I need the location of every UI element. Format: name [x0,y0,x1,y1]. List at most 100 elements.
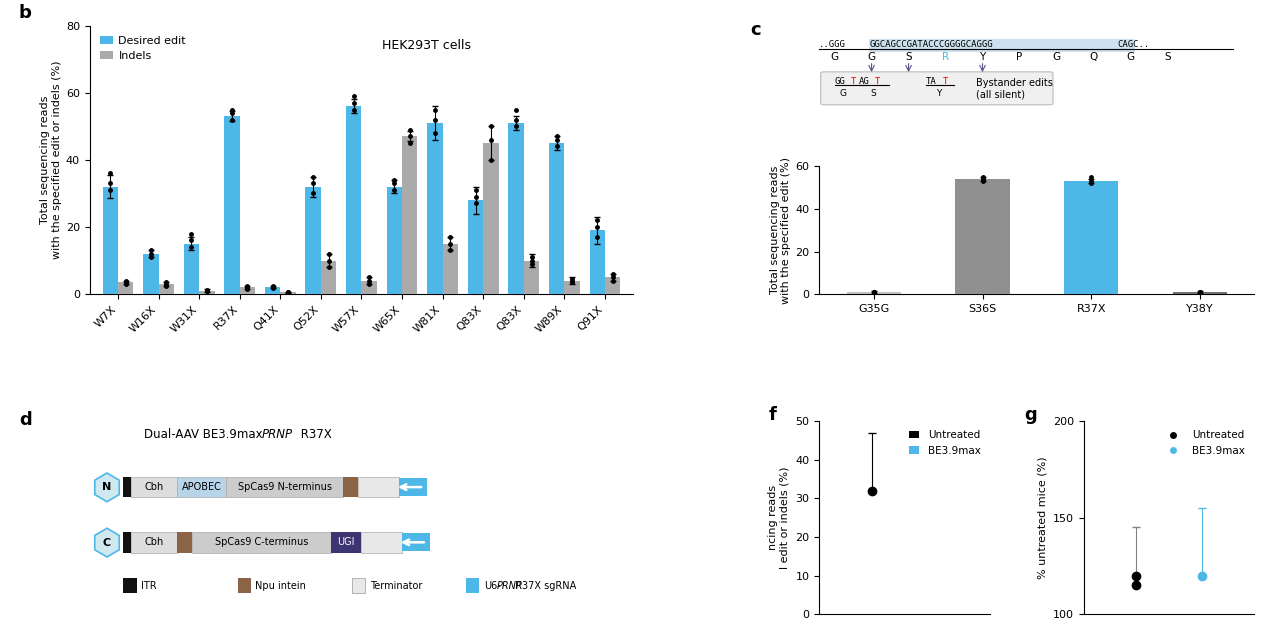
Legend: Desired edit, Indels: Desired edit, Indels [95,31,191,66]
Legend: Untreated, BE3.9max: Untreated, BE3.9max [1158,426,1249,460]
Y-axis label: Total sequencing reads
with the specified edit (%): Total sequencing reads with the specifie… [769,157,791,304]
Bar [443,244,458,294]
Text: UGI: UGI [337,538,355,547]
Bar [605,277,621,294]
Text: PRNP: PRNP [262,428,293,442]
Text: GG: GG [835,77,845,86]
Bar [467,200,484,294]
Bar [123,579,137,593]
Text: Bystander edits
(all silent): Bystander edits (all silent) [975,78,1053,100]
Text: G: G [840,89,847,98]
Text: TA: TA [925,77,937,86]
Text: G: G [1126,52,1134,62]
Text: Npu intein: Npu intein [256,580,306,591]
Bar [524,260,539,294]
Bar [590,230,605,294]
Text: AG: AG [859,77,869,86]
Bar [143,254,159,294]
Text: R37X: R37X [297,428,332,442]
Bar [564,281,580,294]
Bar [343,477,358,497]
Bar [484,143,499,294]
Bar [1064,181,1119,294]
Bar [346,106,361,294]
Text: N: N [102,483,111,492]
Bar [306,187,321,294]
Text: SpCas9 C-terminus: SpCas9 C-terminus [215,538,308,547]
Bar [224,116,239,294]
Text: S: S [1164,52,1171,62]
Bar [239,287,255,294]
Bar [131,532,177,552]
Text: b: b [19,4,32,22]
Bar [123,477,131,497]
Bar [192,532,332,552]
Bar [184,244,200,294]
Bar [402,136,417,294]
Bar [131,477,177,497]
Text: T: T [851,77,856,86]
Text: G: G [868,52,876,62]
Bar [177,477,227,497]
Text: S: S [870,89,877,98]
Text: Cbh: Cbh [145,538,164,547]
Y-axis label: % untreated mice (%): % untreated mice (%) [1037,456,1047,579]
Text: c: c [750,22,760,40]
Text: ITR: ITR [141,580,157,591]
Bar [227,477,343,497]
Bar [238,579,251,593]
Legend: Untreated, BE3.9max: Untreated, BE3.9max [905,426,984,460]
Bar [1172,292,1228,294]
Bar [280,292,296,294]
Text: T: T [942,77,948,86]
Polygon shape [95,528,119,557]
Y-axis label: Total sequencing reads
with the specified edit or indels (%): Total sequencing reads with the specifie… [40,61,61,259]
Text: d: d [19,412,32,429]
Bar [428,123,443,294]
Text: f: f [768,406,776,424]
Text: APOBEC: APOBEC [182,482,221,492]
Text: Cbh: Cbh [145,482,164,492]
Text: g: g [1024,406,1037,424]
Bar [549,143,564,294]
Text: Dual-AAV BE3.9max: Dual-AAV BE3.9max [143,428,266,442]
Text: HEK293T cells: HEK293T cells [383,39,471,52]
Text: Y: Y [979,52,986,62]
Text: R: R [942,52,948,62]
Text: R37X sgRNA: R37X sgRNA [512,580,577,591]
Y-axis label: ncing reads
l edit or indels (%): ncing reads l edit or indels (%) [768,467,790,569]
Text: G: G [1052,52,1061,62]
Bar [508,123,524,294]
Bar [402,533,430,552]
Text: PRNP: PRNP [497,580,524,591]
Bar [361,532,402,552]
Text: U6-: U6- [484,580,500,591]
Bar [361,281,376,294]
Text: G: G [831,52,838,62]
Bar [332,532,361,552]
Bar [955,179,1010,294]
Bar [265,287,280,294]
Polygon shape [95,473,119,502]
Bar [869,39,1135,52]
Bar [102,187,118,294]
Bar [118,282,133,294]
Bar [387,187,402,294]
Text: ..GGG: ..GGG [819,40,846,49]
FancyBboxPatch shape [820,72,1053,105]
Bar [399,478,428,496]
Text: Q: Q [1089,52,1097,62]
Text: T: T [876,77,881,86]
Text: Terminator: Terminator [370,580,422,591]
Bar [200,291,215,294]
Text: P: P [1016,52,1023,62]
Bar [466,579,480,593]
Bar [123,532,131,552]
Bar [321,260,337,294]
Text: S: S [905,52,911,62]
Bar [177,532,192,552]
Text: Y: Y [936,89,942,98]
Bar [159,284,174,294]
Text: C: C [102,538,111,548]
Bar [358,477,399,497]
